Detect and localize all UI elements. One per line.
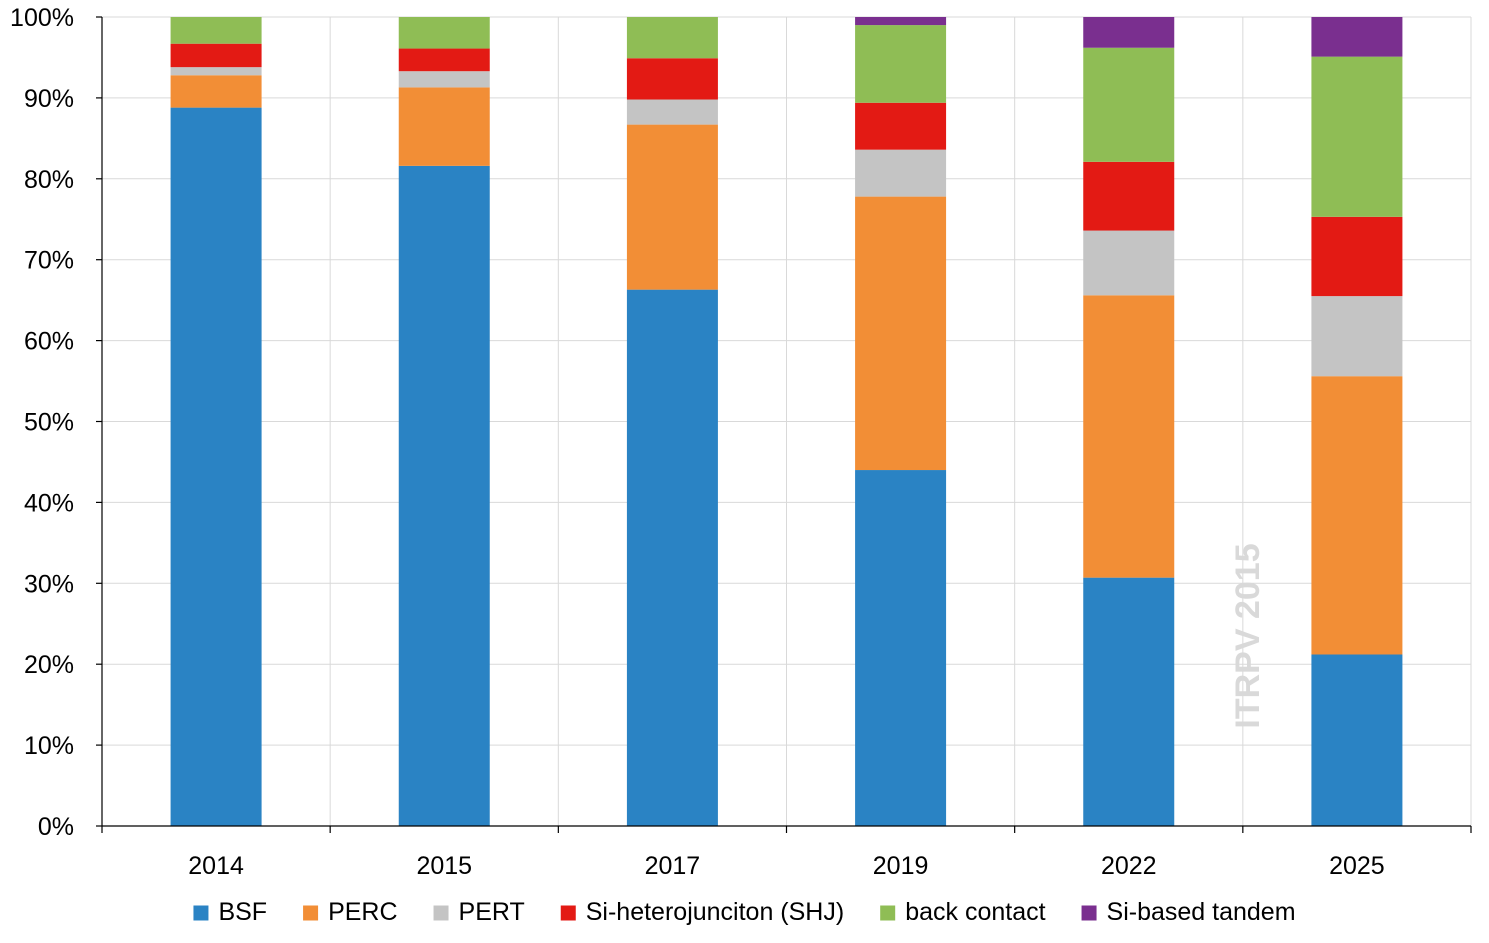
legend-item: Si-based tandem xyxy=(1081,898,1296,926)
legend-item: PERT xyxy=(433,898,525,926)
legend-swatch xyxy=(303,905,319,921)
y-tick-label: 20% xyxy=(24,651,74,679)
x-tick-label: 2014 xyxy=(188,852,244,880)
y-tick-label: 60% xyxy=(24,328,74,356)
bar-segment-si-based-tandem-2022 xyxy=(1083,17,1175,48)
bar-segment-pert-2015 xyxy=(398,71,490,88)
legend-label: PERT xyxy=(459,898,525,926)
legend-swatch xyxy=(1081,905,1097,921)
y-tick-label: 90% xyxy=(24,85,74,113)
bar-segment-si-heterojunciton-shj-2025 xyxy=(1311,216,1403,297)
gridlines xyxy=(102,16,1472,826)
bar-segment-pert-2017 xyxy=(626,99,718,125)
bar-segment-pert-2019 xyxy=(855,149,947,197)
legend-label: Si-heterojunciton (SHJ) xyxy=(586,898,844,926)
legend-swatch xyxy=(880,905,896,921)
legend: BSF PERC PERT Si-heterojunciton (SHJ) back c… xyxy=(193,898,1296,926)
y-tick-label: 40% xyxy=(24,489,74,517)
legend-label: back contact xyxy=(905,898,1045,926)
bar-segment-si-heterojunciton-shj-2019 xyxy=(855,102,947,150)
bar-segment-bsf-2019 xyxy=(855,470,947,826)
legend-item: Si-heterojunciton (SHJ) xyxy=(560,898,844,926)
legend-swatch xyxy=(560,905,576,921)
bar-segment-back-contact-2014 xyxy=(170,17,262,44)
bar-segment-back-contact-2022 xyxy=(1083,47,1175,162)
y-tick-label: 10% xyxy=(24,732,74,760)
bar-segment-bsf-2025 xyxy=(1311,654,1403,826)
legend-label: PERC xyxy=(328,898,397,926)
bar-segment-perc-2022 xyxy=(1083,295,1175,578)
bar-segment-perc-2025 xyxy=(1311,376,1403,655)
bar-segment-bsf-2015 xyxy=(398,165,490,826)
legend-item: BSF xyxy=(193,898,267,926)
legend-swatch xyxy=(193,905,209,921)
x-tick-label: 2015 xyxy=(416,852,472,880)
bar-segment-back-contact-2017 xyxy=(626,17,718,59)
y-tick-label: 70% xyxy=(24,247,74,275)
y-tick-label: 100% xyxy=(10,4,74,32)
watermark-text: ITRPV 2015 xyxy=(1229,543,1267,728)
x-tick-label: 2025 xyxy=(1329,852,1385,880)
y-tick-label: 30% xyxy=(24,570,74,598)
legend-label: Si-based tandem xyxy=(1107,898,1296,926)
bar-segment-si-based-tandem-2025 xyxy=(1311,17,1403,57)
bar-segment-bsf-2017 xyxy=(626,289,718,826)
bar-segment-bsf-2022 xyxy=(1083,577,1175,826)
bars xyxy=(170,17,1403,826)
bar-segment-perc-2015 xyxy=(398,87,490,166)
y-tick-label: 80% xyxy=(24,166,74,194)
bar-segment-back-contact-2015 xyxy=(398,17,490,49)
x-tick-label: 2017 xyxy=(645,852,701,880)
x-tick-label: 2022 xyxy=(1101,852,1157,880)
legend-label: BSF xyxy=(218,898,267,926)
bar-segment-back-contact-2025 xyxy=(1311,56,1403,217)
axes: 0% 10% 20% 30% 40% 50% 60% 70% 80% 90% 100% 2014 201… xyxy=(10,4,1472,880)
bar-segment-si-heterojunciton-shj-2015 xyxy=(398,48,490,72)
bar-segment-si-heterojunciton-shj-2022 xyxy=(1083,161,1175,231)
legend-swatch xyxy=(433,905,449,921)
legend-item: back contact xyxy=(880,898,1046,926)
bar-segment-si-heterojunciton-shj-2017 xyxy=(626,58,718,100)
bar-segment-pert-2014 xyxy=(170,67,262,76)
bar-segment-si-based-tandem-2019 xyxy=(855,17,947,26)
bar-segment-bsf-2014 xyxy=(170,107,262,826)
bar-segment-perc-2017 xyxy=(626,124,718,290)
legend-item: PERC xyxy=(303,898,398,926)
x-tick-label: 2019 xyxy=(873,852,929,880)
y-tick-label: 0% xyxy=(38,813,74,841)
bar-segment-perc-2019 xyxy=(855,196,947,471)
bar-segment-back-contact-2019 xyxy=(855,25,947,103)
bar-segment-si-heterojunciton-shj-2014 xyxy=(170,43,262,68)
watermark: ITRPV 2015 xyxy=(1229,543,1267,728)
bar-segment-pert-2025 xyxy=(1311,296,1403,377)
bar-segment-pert-2022 xyxy=(1083,230,1175,296)
y-tick-label: 50% xyxy=(24,409,74,437)
bar-segment-perc-2014 xyxy=(170,75,262,108)
